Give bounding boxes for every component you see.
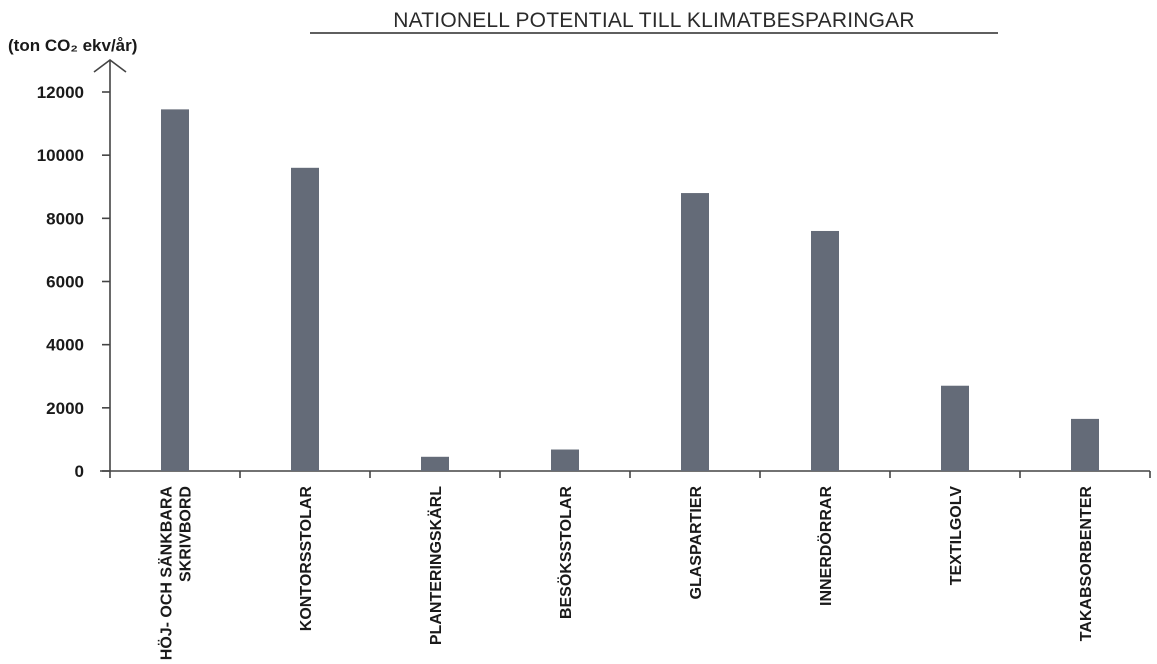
x-tick-label: HÖJ- OCH SÄNKBARA SKRIVBORD [157, 486, 195, 661]
y-tick-label: 8000 [46, 209, 84, 228]
bar [941, 385, 969, 471]
bar [421, 456, 449, 471]
y-tick-label: 0 [75, 462, 84, 481]
bar [291, 167, 319, 472]
x-tick-label: GLASPARTIER [688, 486, 705, 600]
y-tick-label: 10000 [37, 146, 84, 165]
y-tick-label: 2000 [46, 399, 84, 418]
x-tick-label: KONTORSSTOLAR [298, 486, 315, 632]
y-tick-label: 6000 [46, 273, 84, 292]
x-tick-label: INNERDÖRRAR [816, 486, 835, 606]
y-tick-label: 4000 [46, 336, 84, 355]
bars [161, 109, 1099, 472]
bar [811, 230, 839, 471]
chart-title: NATIONELL POTENTIAL TILL KLIMATBESPARING… [393, 9, 914, 32]
x-tick-label: TAKABSORBENTER [1078, 486, 1095, 642]
x-tick-label: PLANTERINGSKÄRL [427, 486, 445, 645]
y-axis-label: (ton CO₂ ekv/år) [8, 36, 137, 55]
y-tick-label: 12000 [37, 83, 84, 102]
x-tick-label: BESÖKSSTOLAR [556, 486, 575, 620]
bar [1071, 418, 1099, 471]
y-axis-ticks: 0 2000 4000 6000 8000 10000 12000 [37, 83, 110, 481]
bar [681, 193, 709, 472]
x-tick-label: TEXTILGOLV [948, 486, 965, 586]
x-axis-ticks: HÖJ- OCH SÄNKBARA SKRIVBORD KONTORSSTOLAR P… [109, 471, 1151, 661]
bar [161, 109, 189, 471]
bar [551, 449, 579, 471]
